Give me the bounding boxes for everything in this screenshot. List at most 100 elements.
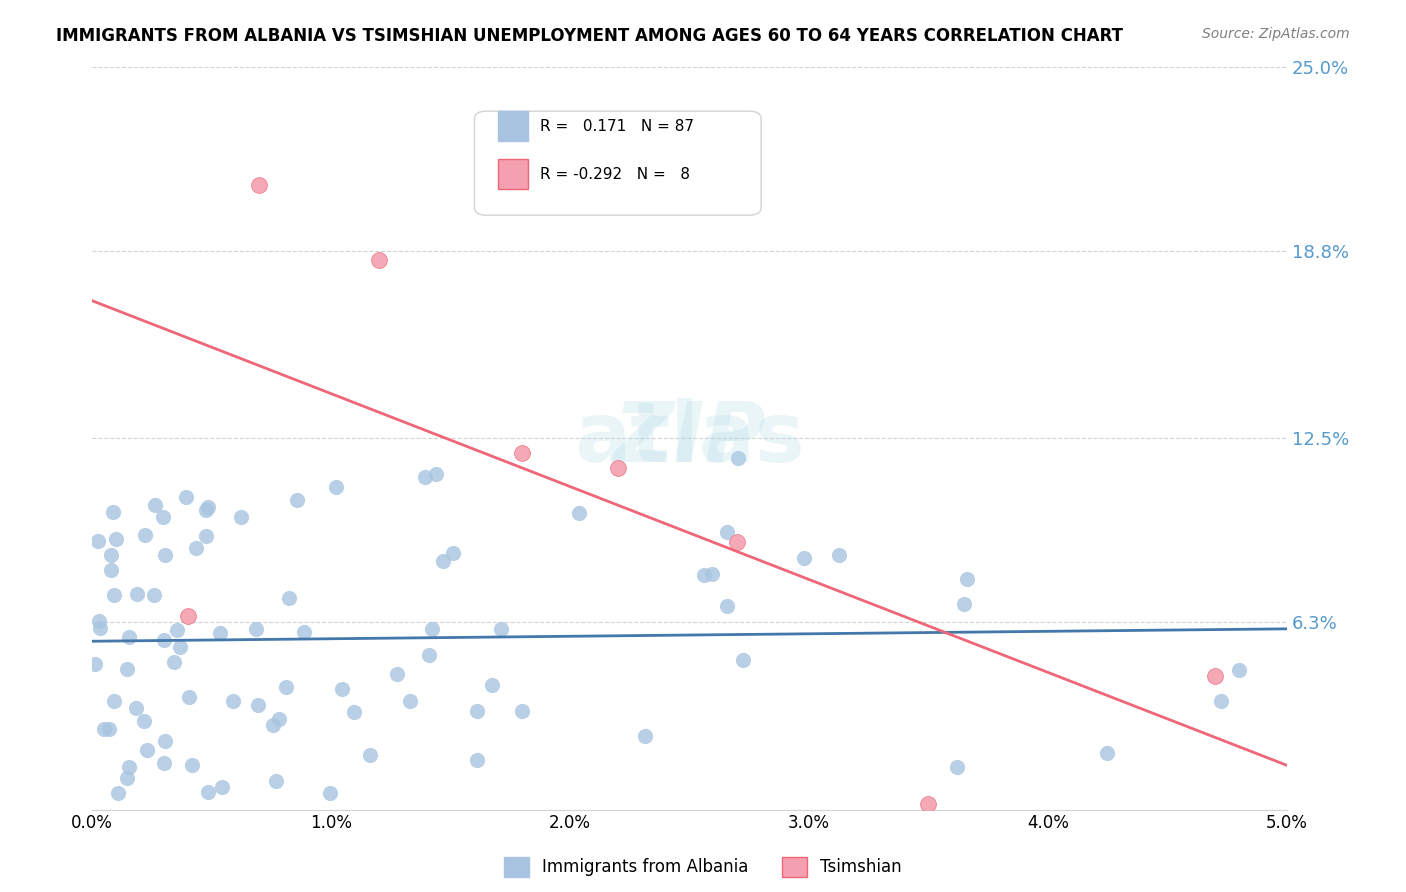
Point (367, 252, 389, 267)
Point (180, 758, 202, 772)
Point (194, 529, 217, 543)
Point (163, 655, 186, 669)
Point (125, 701, 148, 715)
Point (385, 667, 408, 681)
FancyBboxPatch shape (498, 112, 529, 141)
Point (125, 587, 148, 601)
Point (319, 786, 342, 800)
Point (153, 733, 176, 747)
Point (415, 470, 437, 484)
Point (793, 551, 815, 566)
Point (727, 451, 749, 466)
Point (441, 546, 464, 560)
Point (169, 640, 191, 654)
Point (152, 756, 174, 770)
Point (87, 534, 110, 549)
Legend: Immigrants from Albania, Tsimshian: Immigrants from Albania, Tsimshian (498, 850, 908, 884)
Point (89, 621, 111, 635)
Point (465, 754, 488, 768)
Point (700, 567, 723, 582)
Point (917, 797, 939, 811)
Point (93, 723, 115, 737)
Point (174, 490, 197, 504)
Point (294, 625, 316, 640)
Point (184, 541, 207, 556)
Point (285, 492, 308, 507)
Point (115, 662, 138, 676)
Point (946, 760, 969, 774)
Point (465, 704, 488, 718)
Point (325, 480, 347, 494)
Point (1095, 746, 1118, 760)
Point (211, 780, 233, 795)
Point (105, 533, 128, 547)
Point (153, 633, 176, 648)
Point (107, 786, 129, 800)
Point (117, 760, 139, 774)
Point (152, 509, 174, 524)
Point (132, 714, 155, 728)
Point (489, 622, 512, 636)
Point (117, 630, 139, 644)
Point (87, 614, 110, 628)
Point (100, 564, 122, 578)
Point (245, 622, 267, 636)
Text: atlas: atlas (574, 398, 804, 479)
Point (1227, 663, 1250, 677)
Point (725, 535, 748, 549)
Text: ZIP: ZIP (613, 398, 766, 479)
Text: R = -0.292   N =   8: R = -0.292 N = 8 (540, 167, 690, 182)
Point (716, 599, 738, 613)
Point (956, 572, 979, 586)
Point (197, 785, 219, 799)
Point (481, 677, 503, 691)
Point (177, 609, 200, 624)
Text: R =   0.171   N = 87: R = 0.171 N = 87 (540, 119, 695, 134)
Point (247, 698, 270, 712)
Text: IMMIGRANTS FROM ALBANIA VS TSIMSHIAN UNEMPLOYMENT AMONG AGES 60 TO 64 YEARS CORR: IMMIGRANTS FROM ALBANIA VS TSIMSHIAN UNE… (56, 27, 1123, 45)
Point (1204, 669, 1226, 683)
Point (266, 773, 288, 788)
Point (100, 548, 122, 562)
Point (155, 548, 177, 562)
Point (953, 598, 976, 612)
Point (693, 567, 716, 582)
Point (343, 705, 366, 719)
Point (278, 591, 301, 605)
Point (606, 460, 628, 475)
Point (103, 589, 125, 603)
Point (634, 730, 657, 744)
Point (115, 771, 138, 785)
Point (135, 742, 157, 756)
Point (359, 747, 381, 762)
Point (194, 503, 217, 517)
Point (510, 704, 533, 718)
Point (262, 718, 284, 732)
Point (229, 510, 252, 524)
Point (83, 657, 105, 672)
Point (166, 624, 188, 638)
Point (425, 467, 447, 481)
Point (1211, 694, 1233, 708)
Point (330, 682, 353, 697)
FancyBboxPatch shape (474, 112, 761, 215)
Point (143, 498, 166, 512)
Point (177, 690, 200, 704)
Point (510, 446, 533, 460)
Point (731, 653, 754, 667)
Point (267, 712, 290, 726)
Point (103, 694, 125, 708)
Point (418, 648, 440, 663)
Point (568, 506, 591, 520)
Point (222, 694, 245, 708)
Point (101, 505, 124, 519)
Point (828, 548, 851, 562)
Point (398, 694, 420, 708)
Point (134, 528, 156, 542)
Point (432, 554, 454, 568)
Point (197, 500, 219, 514)
Point (208, 625, 231, 640)
Text: Source: ZipAtlas.com: Source: ZipAtlas.com (1202, 27, 1350, 41)
Point (274, 680, 297, 694)
Point (420, 622, 443, 636)
